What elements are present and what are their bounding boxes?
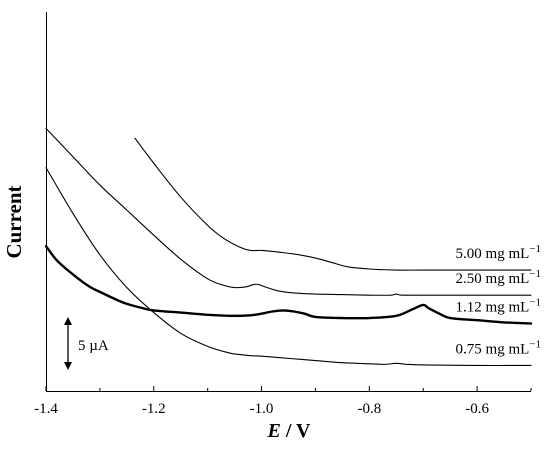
x-axis-label: E / V bbox=[267, 420, 312, 442]
x-tick-label: -1.2 bbox=[142, 401, 166, 417]
series-labels: 5.00 mg mL−1 2.50 mg mL−1 1.12 mg mL−1 0.75… bbox=[456, 243, 541, 357]
x-tick-label: -1.4 bbox=[34, 401, 58, 417]
scale-bar-arrow-down bbox=[64, 362, 72, 370]
series-line-4 bbox=[45, 167, 532, 367]
scale-bar: 5 µA bbox=[64, 317, 109, 370]
series-line-2 bbox=[45, 127, 532, 296]
series-label-4: 0.75 mg mL−1 bbox=[456, 338, 541, 357]
x-tick-label: -0.8 bbox=[357, 401, 381, 417]
series-label-1: 5.00 mg mL−1 bbox=[456, 243, 541, 262]
y-axis-label: Current bbox=[2, 185, 26, 258]
series-label-3: 1.12 mg mL−1 bbox=[456, 296, 541, 315]
series-line-3 bbox=[44, 244, 533, 325]
x-axis-label-unit: / V bbox=[281, 420, 311, 442]
series-line-1 bbox=[134, 137, 532, 271]
x-tick-label: -1.0 bbox=[250, 401, 274, 417]
x-ticks: -1.4 -1.2 -1.0 -0.8 -0.6 bbox=[34, 386, 532, 417]
series-curves bbox=[44, 127, 533, 367]
scale-bar-arrow-up bbox=[64, 317, 72, 325]
x-axis-label-symbol: E bbox=[267, 420, 281, 442]
x-tick-label: -0.6 bbox=[465, 401, 489, 417]
series-label-2: 2.50 mg mL−1 bbox=[456, 268, 541, 287]
scale-bar-label: 5 µA bbox=[78, 338, 109, 354]
